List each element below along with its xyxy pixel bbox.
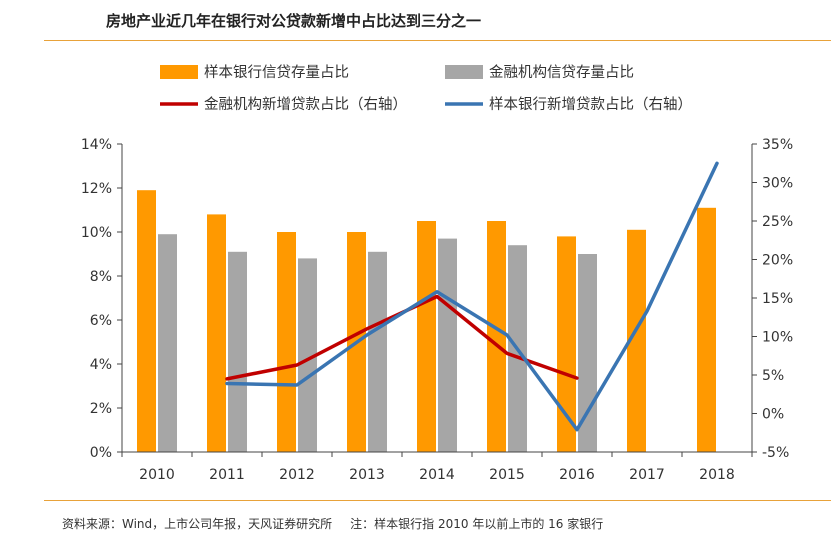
- bar-sample-bank-stock: [137, 190, 156, 452]
- bar-sample-bank-stock: [277, 232, 296, 452]
- legend-item: 样本银行新增贷款占比（右轴）: [445, 96, 692, 113]
- left-tick-label: 2%: [90, 401, 112, 417]
- legend-label: 金融机构信贷存量占比: [489, 64, 634, 81]
- note-text: 注：样本银行指 2010 年以前上市的 16 家银行: [350, 517, 604, 531]
- left-tick-label: 14%: [81, 137, 112, 153]
- left-tick-label: 0%: [90, 445, 112, 461]
- left-tick-label: 4%: [90, 357, 112, 373]
- right-axis: -5% 0% 5% 10% 15% 20% 25% 30% 35%: [751, 137, 793, 461]
- bar-financial-inst-stock: [368, 251, 387, 452]
- legend-item: 金融机构信贷存量占比: [445, 64, 634, 81]
- left-tick-label: 6%: [90, 313, 112, 329]
- left-tick-label: 8%: [90, 269, 112, 285]
- right-tick-label: 15%: [762, 291, 793, 307]
- bar-sample-bank-stock: [207, 214, 226, 452]
- bar-series: [137, 190, 716, 452]
- title-divider: [44, 40, 831, 41]
- x-tick-label: 2014: [419, 467, 455, 483]
- right-tick-label: 10%: [762, 330, 793, 346]
- right-tick-label: 20%: [762, 253, 793, 269]
- bar-sample-bank-stock: [557, 236, 576, 452]
- legend-label: 样本银行新增贷款占比（右轴）: [489, 96, 692, 113]
- x-tick-label: 2018: [699, 467, 735, 483]
- x-tick-label: 2017: [629, 467, 665, 483]
- bar-sample-bank-stock: [487, 221, 506, 452]
- bar-sample-bank-stock: [697, 207, 716, 452]
- right-tick-label: 30%: [762, 176, 793, 192]
- footnote: 资料来源：Wind，上市公司年报，天风证券研究所 注：样本银行指 2010 年以前…: [62, 515, 603, 532]
- legend-label: 金融机构新增贷款占比（右轴）: [204, 96, 407, 113]
- x-tick-label: 2010: [139, 467, 175, 483]
- legend-swatch: [445, 65, 483, 79]
- page-title: 房地产业近几年在银行对公贷款新增中占比达到三分之一: [106, 12, 482, 30]
- legend-swatch: [160, 65, 198, 79]
- legend-item: 金融机构新增贷款占比（右轴）: [160, 96, 407, 113]
- x-tick-label: 2011: [209, 467, 245, 483]
- legend-item: 样本银行信贷存量占比: [160, 64, 349, 81]
- x-tick-label: 2012: [279, 467, 315, 483]
- footer-divider: [44, 500, 831, 501]
- left-tick-label: 10%: [81, 225, 112, 241]
- right-tick-label: 0%: [762, 407, 784, 423]
- x-tick-label: 2013: [349, 467, 385, 483]
- bar-financial-inst-stock: [158, 234, 177, 452]
- bar-sample-bank-stock: [417, 221, 436, 452]
- line-sample-bank-new-loans: [225, 161, 719, 432]
- left-tick-label: 12%: [81, 181, 112, 197]
- source-text: 资料来源：Wind，上市公司年报，天风证券研究所: [62, 517, 333, 531]
- bar-financial-inst-stock: [438, 238, 457, 452]
- x-tick-label: 2016: [559, 467, 595, 483]
- x-axis: 2010 2011 2012 2013 2014 2015 2016 2017 2018: [121, 451, 753, 483]
- legend-label: 样本银行信贷存量占比: [204, 64, 349, 81]
- right-tick-label: -5%: [762, 445, 789, 461]
- right-tick-label: 35%: [762, 137, 793, 153]
- left-axis: 0% 2% 4% 6% 8% 10% 12% 14%: [81, 137, 123, 461]
- right-tick-label: 25%: [762, 214, 793, 230]
- x-tick-label: 2015: [489, 467, 525, 483]
- line-series: [225, 161, 719, 432]
- bar-financial-inst-stock: [228, 251, 247, 452]
- right-tick-label: 5%: [762, 368, 784, 384]
- bar-sample-bank-stock: [627, 229, 646, 452]
- bar-financial-inst-stock: [298, 258, 317, 452]
